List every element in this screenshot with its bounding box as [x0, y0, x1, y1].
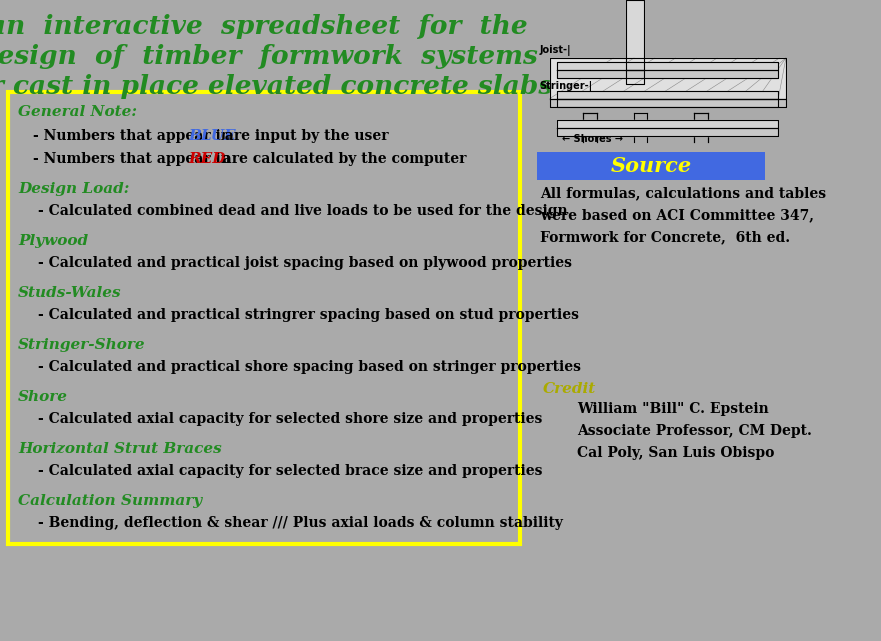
Text: William "Bill" C. Epstein: William "Bill" C. Epstein — [577, 402, 769, 416]
Text: for cast in place elevated concrete slabs: for cast in place elevated concrete slab… — [0, 74, 554, 99]
Text: - Calculated axial capacity for selected shore size and properties: - Calculated axial capacity for selected… — [38, 412, 543, 426]
Text: Shore: Shore — [18, 390, 68, 404]
Text: RED: RED — [188, 152, 226, 166]
Polygon shape — [558, 128, 778, 137]
Bar — [8, 92, 520, 544]
Text: Design Load:: Design Load: — [18, 182, 130, 196]
Text: Stringer-Shore: Stringer-Shore — [18, 338, 145, 352]
Polygon shape — [558, 121, 778, 128]
Text: Formwork for Concrete,  6th ed.: Formwork for Concrete, 6th ed. — [540, 230, 790, 244]
Polygon shape — [558, 62, 778, 70]
Text: - Calculated and practical stringrer spacing based on stud properties: - Calculated and practical stringrer spa… — [38, 308, 579, 322]
Text: General Note:: General Note: — [18, 105, 137, 119]
Polygon shape — [558, 99, 778, 107]
Text: BLUE: BLUE — [188, 129, 235, 143]
Bar — [537, 152, 765, 180]
Text: - Bending, deflection & shear /// Plus axial loads & column stability: - Bending, deflection & shear /// Plus a… — [38, 516, 563, 530]
Text: were based on ACI Committee 347,: were based on ACI Committee 347, — [540, 208, 814, 222]
Polygon shape — [550, 58, 786, 99]
Text: - Calculated combined dead and live loads to be used for the design: - Calculated combined dead and live load… — [38, 204, 567, 218]
Text: All formulas, calculations and tables: All formulas, calculations and tables — [540, 186, 826, 200]
Text: Credit: Credit — [543, 382, 596, 396]
Text: Horizontal Strut Braces: Horizontal Strut Braces — [18, 442, 222, 456]
Text: - Calculated and practical shore spacing based on stringer properties: - Calculated and practical shore spacing… — [38, 360, 581, 374]
Text: Plywood: Plywood — [18, 234, 88, 248]
Polygon shape — [550, 99, 786, 107]
Polygon shape — [558, 70, 778, 78]
Text: - Numbers that appear in: - Numbers that appear in — [33, 129, 236, 143]
Text: are input by the user: are input by the user — [215, 129, 389, 143]
Text: are calculated by the computer: are calculated by the computer — [209, 152, 467, 166]
Text: design  of  timber  formwork  systems: design of timber formwork systems — [0, 44, 537, 69]
Text: Cal Poly, San Luis Obispo: Cal Poly, San Luis Obispo — [577, 446, 774, 460]
Text: ← Shores →: ← Shores → — [562, 134, 624, 144]
Text: Calculation Summary: Calculation Summary — [18, 494, 202, 508]
Text: Joist-|: Joist-| — [539, 46, 571, 56]
Text: Associate Professor, CM Dept.: Associate Professor, CM Dept. — [577, 424, 812, 438]
Text: Studs-Wales: Studs-Wales — [18, 286, 122, 300]
Bar — [537, 0, 791, 145]
Text: Source: Source — [611, 156, 692, 176]
Text: - Calculated and practical joist spacing based on plywood properties: - Calculated and practical joist spacing… — [38, 256, 572, 270]
Polygon shape — [558, 92, 778, 99]
Text: - Numbers that appear in: - Numbers that appear in — [33, 152, 236, 166]
Text: - Calculated axial capacity for selected brace size and properties: - Calculated axial capacity for selected… — [38, 464, 543, 478]
Polygon shape — [626, 70, 644, 84]
Polygon shape — [626, 0, 644, 70]
Text: Stringer-|: Stringer-| — [539, 81, 593, 92]
Text: an  interactive  spreadsheet  for  the: an interactive spreadsheet for the — [0, 14, 528, 39]
